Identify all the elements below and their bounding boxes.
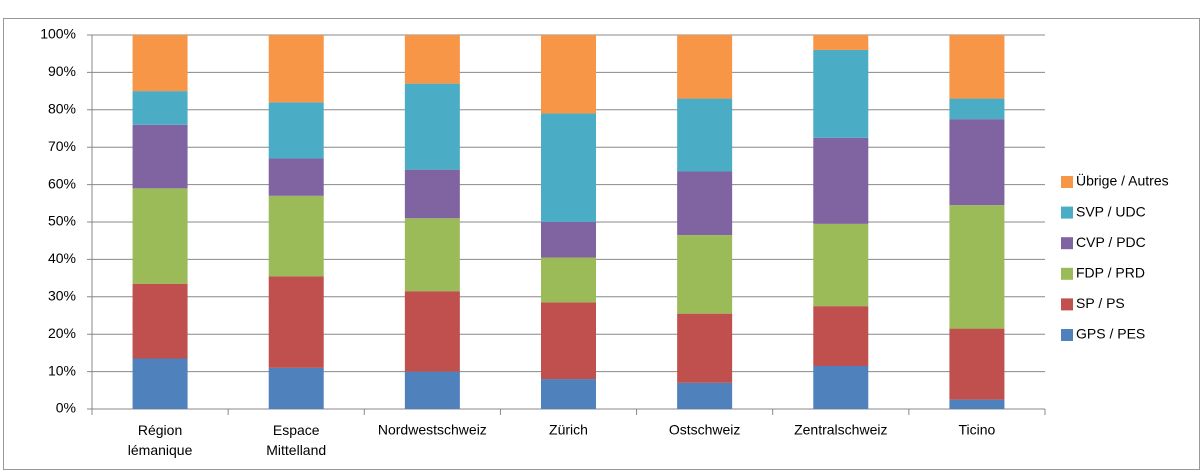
legend-swatch	[1061, 206, 1073, 219]
y-tick-label: 0%	[56, 400, 76, 416]
legend-swatch	[1061, 176, 1073, 188]
bar-segment	[541, 302, 596, 380]
x-tick-label: Zentralschweiz	[794, 422, 887, 438]
y-tick-label: 80%	[48, 101, 76, 117]
bar-segment	[813, 306, 869, 366]
bar-segment	[677, 382, 733, 409]
bar-segment	[949, 35, 1005, 99]
legend-swatch	[1061, 267, 1073, 280]
bar-segment	[949, 98, 1005, 120]
x-tick-label: Ticino	[959, 422, 996, 438]
legend-label: SVP / UDC	[1076, 203, 1146, 219]
x-tick-label: Zürich	[549, 422, 588, 438]
bar-segment	[813, 223, 869, 307]
x-tick-label: Espace Mittelland	[266, 422, 326, 458]
y-tick-label: 100%	[40, 26, 76, 42]
bar-segment	[404, 371, 460, 409]
bar-segment	[541, 113, 596, 222]
bar-segment	[268, 158, 324, 196]
x-tick-label: Ostschweiz	[669, 422, 741, 438]
bar-segment	[813, 49, 869, 138]
bar-segment	[677, 313, 733, 383]
y-tick-label: 90%	[48, 63, 76, 79]
bar-segment	[541, 35, 596, 114]
legend-label: CVP / PDC	[1076, 234, 1146, 250]
bar-segment	[268, 276, 324, 368]
legend-swatch	[1061, 237, 1073, 250]
y-tick-label: 20%	[48, 325, 76, 341]
x-tick-label: Nordwestschweiz	[378, 422, 487, 438]
y-tick-label: 60%	[48, 175, 76, 191]
y-tick-label: 10%	[48, 362, 76, 378]
bar-segment	[677, 98, 733, 172]
bar-segment	[404, 169, 460, 219]
bar-segment	[813, 137, 869, 224]
bar-segment	[949, 328, 1005, 400]
y-tick-label: 40%	[48, 250, 76, 266]
legend-label: GPS / PES	[1076, 326, 1145, 342]
bar-segment	[949, 205, 1005, 329]
bar-segment	[268, 367, 324, 409]
bar-segment	[132, 283, 188, 359]
bar-segment	[541, 222, 596, 258]
bar-segment	[404, 83, 460, 170]
bar-segment	[404, 218, 460, 292]
bar-segment	[268, 195, 324, 277]
bar-segment	[949, 119, 1005, 206]
bar-segment	[132, 35, 188, 92]
y-tick-label: 50%	[48, 213, 76, 229]
bar-segment	[949, 399, 1005, 409]
bar-segment	[404, 35, 460, 84]
legend-swatch	[1061, 298, 1073, 311]
bar-segment	[132, 358, 188, 409]
bar-segment	[813, 35, 869, 50]
bar-segment	[132, 188, 188, 284]
bar-segment	[677, 171, 733, 236]
legend-label: FDP / PRD	[1076, 265, 1145, 281]
legend-swatch	[1061, 329, 1073, 341]
bar-segment	[677, 235, 733, 314]
bar-segment	[677, 35, 733, 99]
bar-segment	[541, 379, 596, 409]
y-tick-label: 30%	[48, 288, 76, 304]
x-tick-label: Région lémanique	[128, 422, 193, 458]
bar-segment	[132, 124, 188, 189]
bar-segment	[404, 291, 460, 372]
bar-segment	[541, 257, 596, 303]
legend-label: Übrige / Autres	[1076, 172, 1169, 189]
legend-label: SP / PS	[1076, 295, 1125, 311]
bar-segment	[268, 35, 324, 103]
bar-segment	[132, 91, 188, 125]
bar-segment	[268, 102, 324, 159]
y-tick-label: 70%	[48, 138, 76, 154]
bar-segment	[813, 365, 869, 409]
